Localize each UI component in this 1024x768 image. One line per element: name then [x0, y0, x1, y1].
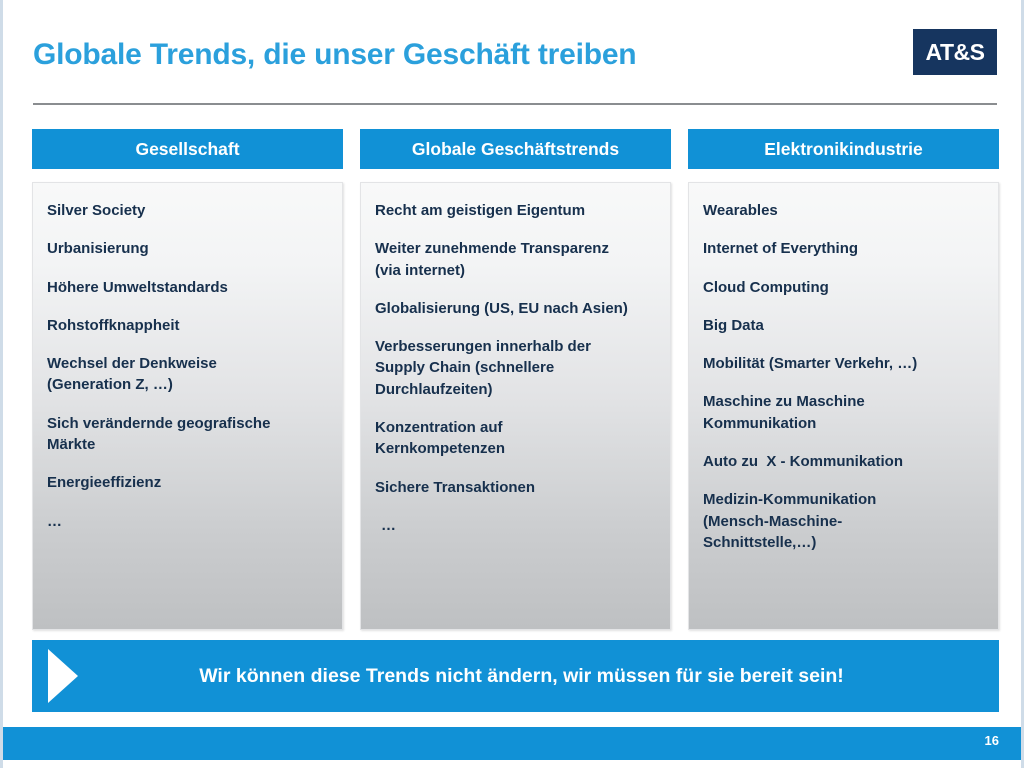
- list-item: Rohstoffknappheit: [47, 316, 180, 334]
- list-item: Mobilität (Smarter Verkehr, …): [703, 355, 918, 373]
- footer-bar: [3, 727, 1021, 760]
- list-item: Sichere Transaktionen: [375, 478, 536, 496]
- call-to-action-banner: Wir können diese Trends nicht ändern, wi…: [32, 640, 999, 712]
- list-item: Internet of Everything: [703, 240, 859, 258]
- list-item: Wechsel der Denkweise (Generation Z, …): [47, 355, 217, 394]
- triangle-right-icon: [48, 649, 78, 703]
- column-body-gesellschaft: Silver Society Urbanisierung Höhere Umwe…: [32, 182, 343, 630]
- list-item: Wearables: [703, 202, 778, 219]
- list-item: Verbesserungen innerhalb der Supply Chai…: [375, 338, 591, 398]
- list-item: Weiter zunehmende Transparenz (via inter…: [375, 240, 609, 279]
- column-globale-geschaeftstrends: Globale Geschäftstrends Recht am geistig…: [360, 129, 671, 630]
- page-number: 16: [984, 733, 999, 748]
- ats-logo: AT&S: [913, 29, 997, 75]
- list-item-ellipsis: …: [381, 516, 396, 534]
- column-header-globale-geschaeftstrends: Globale Geschäftstrends: [360, 129, 671, 169]
- column-header-gesellschaft: Gesellschaft: [32, 129, 343, 169]
- banner-text: Wir können diese Trends nicht ändern, wi…: [199, 664, 844, 687]
- list-item: Big Data: [703, 316, 764, 334]
- list-item: Silver Society: [47, 202, 146, 219]
- column-elektronikindustrie: Elektronikindustrie Wearables Internet o…: [688, 129, 999, 630]
- list-item: Auto zu X - Kommunikation: [703, 453, 903, 471]
- header-divider: [33, 103, 997, 105]
- list-item: Sich verändernde geografische Märkte: [47, 414, 271, 454]
- column-gesellschaft: Gesellschaft Silver Society Urbanisierun…: [32, 129, 343, 630]
- ats-logo-text: AT&S: [925, 38, 985, 65]
- column-body-elektronikindustrie: Wearables Internet of Everything Cloud C…: [688, 182, 999, 630]
- page-title: Globale Trends, die unser Geschäft treib…: [33, 38, 637, 71]
- trend-columns: Gesellschaft Silver Society Urbanisierun…: [32, 129, 999, 630]
- list-item: Konzentration auf Kernkompetenzen: [375, 419, 506, 458]
- list-item: Cloud Computing: [703, 278, 829, 296]
- list-item: Urbanisierung: [47, 240, 149, 258]
- list-item: Recht am geistigen Eigentum: [375, 202, 586, 219]
- list-item: Maschine zu Maschine Kommunikation: [703, 393, 865, 432]
- list-item: Energieeffizienz: [47, 474, 162, 492]
- list-item: Höhere Umweltstandards: [47, 278, 228, 296]
- list-item: Globalisierung (US, EU nach Asien): [375, 299, 628, 317]
- list-item-ellipsis: …: [47, 512, 62, 530]
- column-body-globale-geschaeftstrends: Recht am geistigen Eigentum Weiter zuneh…: [360, 182, 671, 630]
- column-header-elektronikindustrie: Elektronikindustrie: [688, 129, 999, 169]
- list-item: Medizin-Kommunikation (Mensch-Maschine- …: [703, 491, 877, 551]
